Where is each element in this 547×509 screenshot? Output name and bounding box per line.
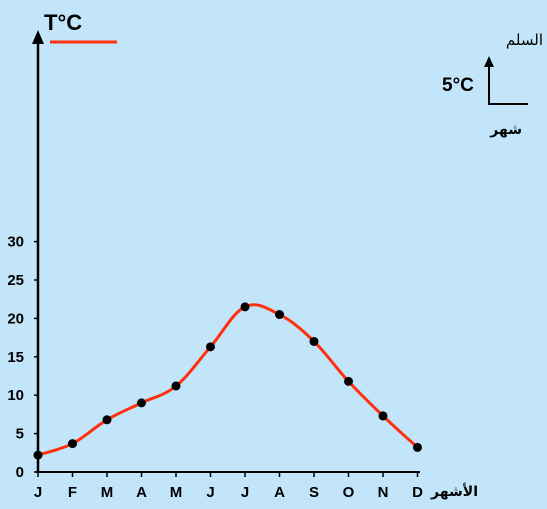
x-tick-label: F — [68, 484, 77, 501]
y-tick-label: 30 — [7, 234, 24, 251]
x-tick-label: S — [309, 484, 319, 501]
data-point-n-10 — [378, 411, 388, 421]
y-ticks: 0 5 10 15 20 25 30 — [7, 234, 38, 481]
data-point-m-2 — [102, 415, 112, 425]
data-point-s-8 — [309, 336, 319, 346]
x-tick-label: A — [136, 484, 147, 501]
scale-key-arrowhead-icon — [484, 56, 494, 67]
data-point-j-5 — [206, 342, 215, 352]
x-axis-title: الأشهر — [430, 483, 478, 500]
y-tick-label: 5 — [16, 426, 24, 443]
x-tick-label: J — [206, 484, 214, 501]
x-tick-label: J — [34, 484, 42, 501]
x-tick-label: D — [412, 484, 423, 501]
data-point-m-4 — [171, 381, 181, 391]
x-tick-label: N — [378, 484, 389, 501]
x-tick-label: M — [170, 484, 183, 501]
scale-key-horizontal-label: شهر — [489, 122, 522, 138]
y-axis-title: T°C — [44, 10, 82, 35]
x-tick-label: A — [274, 484, 285, 501]
y-tick-label: 25 — [7, 272, 24, 289]
data-point-a-3 — [137, 398, 146, 408]
data-point-o-9 — [344, 376, 353, 386]
x-tick-label: J — [241, 484, 249, 501]
temperature-curve — [36, 303, 419, 457]
x-tick-label: M — [101, 484, 114, 501]
y-tick-label: 0 — [16, 464, 24, 481]
y-tick-label: 15 — [7, 349, 24, 366]
y-axis-arrowhead-icon — [32, 30, 44, 44]
data-point-j-6 — [240, 302, 250, 312]
y-tick-label: 10 — [7, 387, 24, 404]
y-tick-label: 20 — [7, 310, 24, 327]
data-point-d-11 — [413, 442, 422, 452]
scale-key: السلم 5°C شهر — [442, 31, 543, 138]
x-tick-label: O — [343, 484, 355, 501]
data-point-j-0 — [33, 450, 43, 460]
scale-key-vertical-label: 5°C — [442, 75, 474, 96]
data-point-a-7 — [275, 310, 284, 320]
data-points — [33, 302, 422, 460]
data-point-f-1 — [68, 439, 77, 449]
scale-key-title: السلم — [506, 31, 543, 49]
